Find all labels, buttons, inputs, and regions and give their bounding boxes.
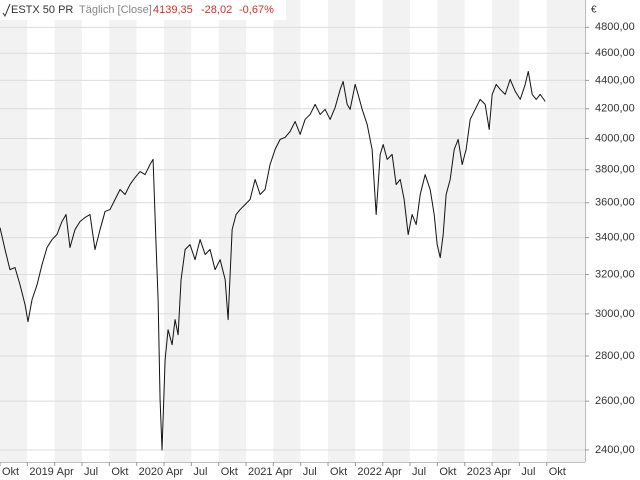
- band: [437, 0, 465, 462]
- chart-title: ESTX 50 PR: [11, 4, 73, 16]
- x-tick-label: Okt: [221, 466, 238, 478]
- x-tick-label: 2019: [29, 466, 53, 478]
- band: [382, 0, 411, 462]
- x-tick-label: Apr: [57, 466, 74, 478]
- band: [464, 0, 493, 462]
- grid: [0, 26, 585, 451]
- plot: [0, 70, 546, 451]
- x-tick-label: Jul: [84, 466, 98, 478]
- band: [492, 0, 520, 462]
- band: [273, 0, 301, 462]
- x-tick-label: Okt: [549, 466, 566, 478]
- x-tick-label: Jul: [412, 466, 426, 478]
- y-tick-label: 4000,00: [595, 132, 635, 144]
- header: ESTX 50 PR Täglich [Close] 4139,35 -28,0…: [0, 0, 286, 20]
- x-tick-label: Jul: [521, 466, 535, 478]
- band: [410, 0, 438, 462]
- band: [27, 0, 55, 462]
- x-tick-label: 2021: [248, 466, 272, 478]
- band: [328, 0, 356, 462]
- x-tick-label: Apr: [494, 466, 511, 478]
- y-tick-label: 4800,00: [595, 21, 635, 33]
- x-tick-label: Okt: [439, 466, 456, 478]
- x-tick-label: 2020: [139, 466, 163, 478]
- x-tick-label: Okt: [111, 466, 128, 478]
- price-line: [0, 70, 546, 451]
- band: [109, 0, 137, 462]
- band: [0, 0, 28, 462]
- header-background: [0, 0, 286, 20]
- y-tick-label: 2800,00: [595, 350, 635, 362]
- chart-subtitle: Täglich [Close]: [79, 4, 152, 16]
- x-tick-label: 2023: [467, 466, 491, 478]
- band: [191, 0, 219, 462]
- chart-icon: [2, 3, 11, 18]
- last-price: 4139,35: [153, 4, 193, 16]
- y-tick-label: 3600,00: [595, 197, 635, 209]
- band: [82, 0, 110, 462]
- y-tick-label: 2600,00: [595, 395, 635, 407]
- y-tick-label: 3000,00: [595, 308, 635, 320]
- y-unit: €: [591, 5, 597, 16]
- axis-labels: 4800,00 4600,00 4400,00 4200,00 4000,00 3800,…: [0, 21, 635, 478]
- x-tick-label: Apr: [166, 466, 183, 478]
- band: [546, 0, 585, 462]
- x-tick-label: Okt: [330, 466, 347, 478]
- y-tick-label: 3200,00: [595, 268, 635, 280]
- y-tick-label: 3800,00: [595, 164, 635, 176]
- x-tick-label: Apr: [275, 466, 292, 478]
- y-tick-label: 2400,00: [595, 444, 635, 456]
- plot-background: [0, 0, 585, 462]
- band: [355, 0, 383, 462]
- y-tick-label: 4600,00: [595, 47, 635, 59]
- band: [246, 0, 274, 462]
- x-tick-label: Okt: [2, 466, 19, 478]
- band: [164, 0, 192, 462]
- change-percent: -0,67%: [239, 4, 274, 16]
- band: [519, 0, 547, 462]
- band: [300, 0, 329, 462]
- x-tick-label: Jul: [193, 466, 207, 478]
- y-tick-label: 3400,00: [595, 231, 635, 243]
- x-tick-label: Apr: [385, 466, 402, 478]
- change: -28,02: [201, 4, 232, 16]
- x-tick-label: Jul: [303, 466, 317, 478]
- y-tick-label: 4400,00: [595, 74, 635, 86]
- y-tick-label: 4200,00: [595, 103, 635, 115]
- x-tick-label: 2022: [357, 466, 381, 478]
